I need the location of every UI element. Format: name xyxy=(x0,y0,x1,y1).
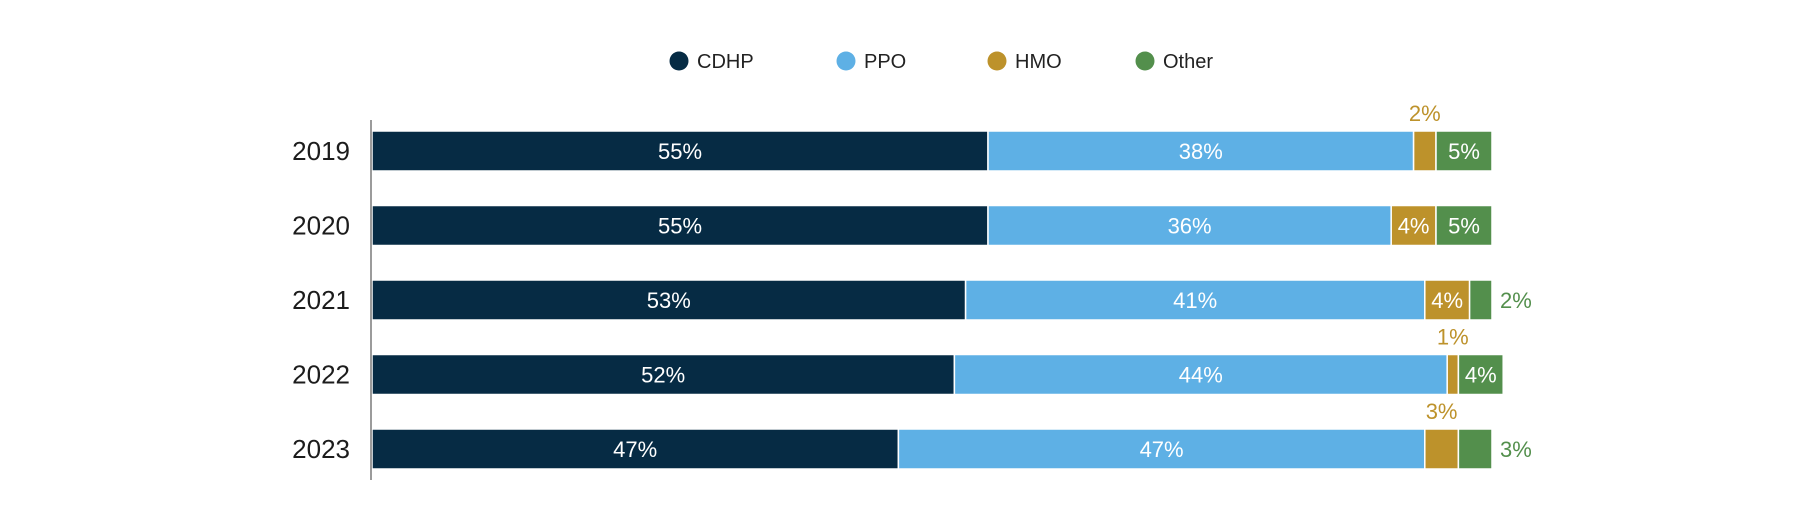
legend-swatch-cdhp xyxy=(669,51,689,71)
data-label-cdhp: 53% xyxy=(647,288,691,313)
data-label-ppo: 44% xyxy=(1179,363,1223,388)
data-label-hmo: 1% xyxy=(1437,325,1469,350)
category-label: 2019 xyxy=(292,136,350,166)
data-label-other: 4% xyxy=(1465,363,1497,388)
bar-segment-hmo xyxy=(1446,353,1460,396)
category-label: 2021 xyxy=(292,285,350,315)
data-label-hmo: 4% xyxy=(1398,214,1430,239)
category-label: 2020 xyxy=(292,211,350,241)
bar-segment-cdhp xyxy=(371,130,989,172)
bar-segment-other xyxy=(1435,130,1493,172)
bar-segment-other xyxy=(1435,204,1493,247)
data-label-cdhp: 55% xyxy=(658,139,702,164)
legend-swatch-other xyxy=(1135,51,1155,71)
bar-segment-hmo xyxy=(1412,130,1437,172)
data-label-other: 2% xyxy=(1500,288,1532,313)
data-label-cdhp: 52% xyxy=(641,363,685,388)
bar-segment-cdhp xyxy=(371,279,967,321)
bar-segment-ppo xyxy=(987,204,1392,247)
data-label-hmo: 3% xyxy=(1426,399,1458,424)
bar-segment-ppo xyxy=(987,130,1415,172)
category-label: 2022 xyxy=(292,360,350,390)
bar-segment-hmo xyxy=(1424,428,1460,470)
bar-segment-ppo xyxy=(964,279,1426,321)
data-label-cdhp: 55% xyxy=(658,214,702,239)
category-labels: 2019 2020 2021 2022 2023 xyxy=(292,136,350,464)
bar-segment-other xyxy=(1468,279,1493,321)
category-label: 2023 xyxy=(292,434,350,464)
bar-segment-ppo xyxy=(953,353,1448,396)
legend-label-ppo: PPO xyxy=(864,51,906,73)
bar-segment-other xyxy=(1457,428,1493,470)
data-label-other: 3% xyxy=(1500,437,1532,462)
bar-segment-cdhp xyxy=(371,428,900,470)
bar-segment-other xyxy=(1457,353,1504,396)
bars-group: 55% 38% 2% 5% 55% 36% 4% 5% 53% 41% 4% 2% 52% 44% 1% 4%… xyxy=(371,101,1532,470)
bar-segment-hmo xyxy=(1390,204,1437,247)
legend-label-other: Other xyxy=(1163,51,1213,73)
legend-label-cdhp: CDHP xyxy=(697,51,754,73)
data-label-other: 5% xyxy=(1448,139,1480,164)
data-label-ppo: 38% xyxy=(1179,139,1223,164)
legend-swatch-hmo xyxy=(987,51,1007,71)
bar-segment-hmo xyxy=(1424,279,1471,321)
data-label-ppo: 41% xyxy=(1173,288,1217,313)
data-label-ppo: 47% xyxy=(1140,437,1184,462)
legend: CDHP PPO HMO Other xyxy=(669,51,1213,73)
legend-swatch-ppo xyxy=(836,51,856,71)
data-label-cdhp: 47% xyxy=(613,437,657,462)
data-label-other: 5% xyxy=(1448,214,1480,239)
legend-label-hmo: HMO xyxy=(1015,51,1062,73)
data-label-ppo: 36% xyxy=(1168,214,1212,239)
data-label-hmo: 2% xyxy=(1409,101,1441,126)
data-label-hmo: 4% xyxy=(1431,288,1463,313)
